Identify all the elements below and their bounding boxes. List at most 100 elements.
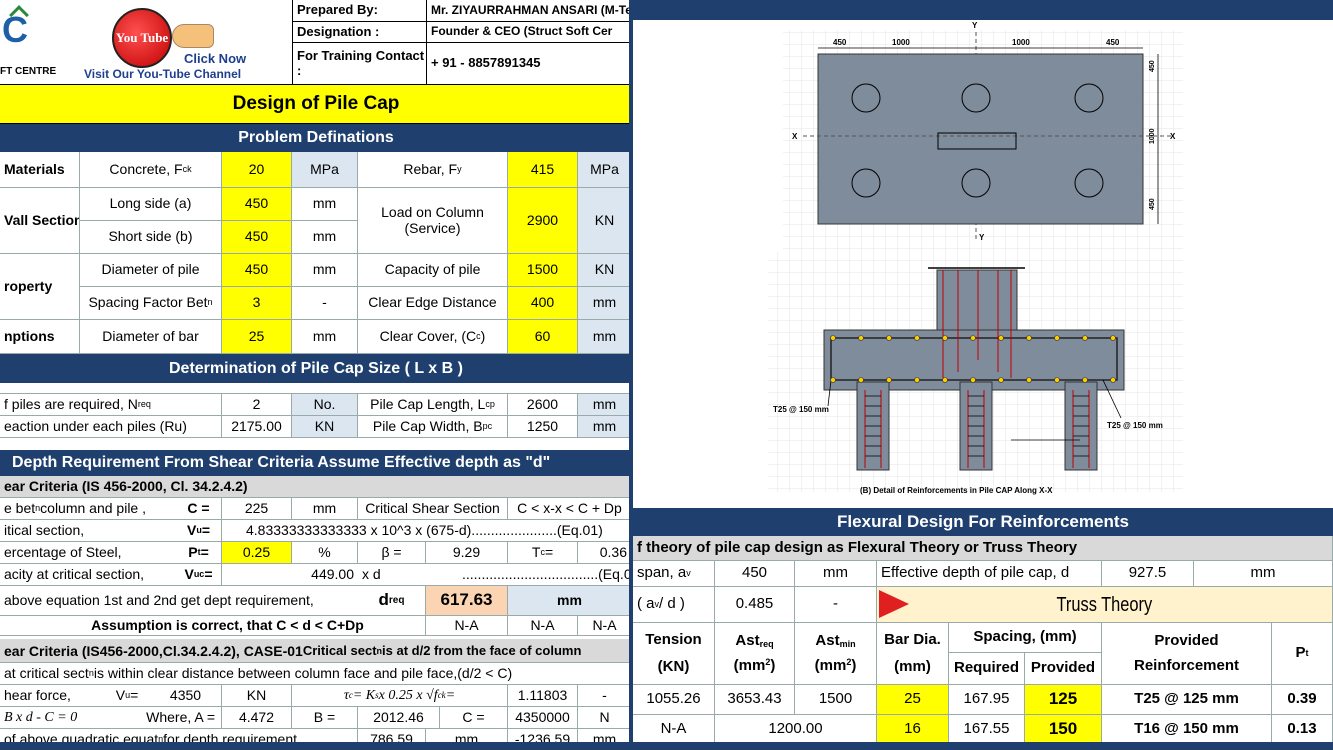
s1r4-sym-text: V: [184, 565, 194, 582]
s2r3-c-label: C =: [440, 707, 508, 729]
group-materials: Materials: [0, 152, 80, 188]
hdr-tension-text: Tension: [645, 631, 702, 648]
s1r1-unit: mm: [292, 498, 358, 520]
bar-dia-value[interactable]: 25: [222, 320, 292, 354]
length-unit: mm: [578, 394, 632, 416]
problem-table: Materials Vall Section roperty nptions C…: [0, 152, 632, 354]
flexural-title: Flexural Design For Reinforcements: [633, 508, 1333, 536]
theory-text: Truss Theory: [1056, 593, 1153, 616]
dim-top-3: 1000: [1012, 38, 1030, 47]
dim-top-4: 450: [1106, 38, 1120, 47]
r1-bar[interactable]: 25: [877, 685, 949, 715]
shear2-title-text3: is at d/2 from the face of column: [382, 643, 582, 658]
short-side-label: Short side (b): [80, 221, 222, 254]
cover-value[interactable]: 60: [508, 320, 578, 354]
hdr-provided: Provided: [1025, 653, 1102, 685]
hdr-ast-req-sup: 2: [765, 656, 771, 667]
piles-unit: No.: [292, 394, 358, 416]
concrete-value[interactable]: 20: [222, 152, 292, 188]
span-label-text: span, a: [637, 564, 687, 582]
s1r2-eq: =: [201, 521, 211, 538]
pile-5: [961, 168, 991, 198]
logo-text: FT CENTRE: [0, 66, 57, 77]
youtube-button[interactable]: You Tube: [112, 8, 172, 68]
load-value[interactable]: 2900: [508, 188, 578, 254]
spacing-sup: n: [207, 297, 213, 308]
plan-cap: [817, 53, 1144, 225]
ratio-unit: -: [795, 587, 877, 623]
plan-view: Y Y 450 1000 1000 450 X X 450 1000 450: [792, 21, 1176, 242]
s2r1: at critical sect n is within clear distan…: [0, 663, 632, 685]
concrete-sub: ck: [182, 163, 192, 174]
r2-ast: 1200.00: [715, 715, 877, 745]
hdr-reinf-text: Provided: [1154, 632, 1219, 649]
spacing-unit: -: [292, 287, 358, 320]
edge-value[interactable]: 400: [508, 287, 578, 320]
span-unit: mm: [795, 561, 877, 587]
leader-right: [1102, 379, 1122, 419]
hdr-ast-min-unit: (mm2): [814, 656, 857, 674]
shear2-title-text2: Critical sect: [302, 643, 377, 658]
s1r4-eq: =: [204, 565, 213, 582]
s1r3-sym-text: P: [188, 543, 198, 560]
rebar-dot: [970, 335, 976, 341]
s2r2-expr3: x 0.25 x √f: [378, 687, 438, 703]
flex-row-2: N-A 1200.00 16 167.55 150 T16 @ 150 mm 0…: [633, 715, 1333, 745]
rebar-dot: [1054, 335, 1060, 341]
s2r3-c: 4350000: [508, 707, 578, 729]
hdr-ast-req-label: Astreq: [735, 632, 774, 650]
r1-ast-req: 3653.43: [715, 685, 795, 715]
group-assumptions: nptions: [0, 320, 80, 354]
spacing-value[interactable]: 3: [222, 287, 292, 320]
s1r2-sym-text: V: [186, 521, 197, 538]
capacity-value[interactable]: 1500: [508, 254, 578, 287]
training-label: For Training Contact :: [293, 43, 427, 84]
s2r2-value: 4350: [150, 685, 222, 707]
short-side-value[interactable]: 450: [222, 221, 292, 254]
play-arrow-icon: [879, 590, 909, 618]
y-bottom-label: Y: [979, 233, 985, 242]
s1r3-unit: %: [292, 542, 358, 564]
cover-label-text: Clear Cover, (C: [379, 327, 477, 344]
right-pane: Y Y 450 1000 1000 450 X X 450 1000 450 T…: [633, 0, 1333, 750]
hdr-ast-min-sup: 2: [846, 656, 852, 667]
s2r2-expr1-sub: c: [348, 689, 353, 700]
group-property: roperty: [0, 254, 80, 320]
s2r2-expr1: τ: [343, 687, 349, 703]
r2-bar[interactable]: 16: [877, 715, 949, 745]
r1-pt: 0.39: [1272, 685, 1333, 715]
column-outline: [937, 132, 1017, 150]
hdr-ast-req-unit-text: (mm: [733, 656, 766, 674]
s1r1-cond: C < x-x < C + Dp: [508, 498, 632, 520]
r1-reinf: T25 @ 125 mm: [1102, 685, 1272, 715]
problem-title: Problem Definations: [0, 124, 632, 152]
hdr-ast-req-unit: (mm2): [733, 656, 776, 674]
rebar-dot: [1054, 377, 1060, 383]
visit-channel-link[interactable]: Visit Our You-Tube Channel: [84, 67, 242, 81]
long-side-value[interactable]: 450: [222, 188, 292, 221]
click-now-link[interactable]: Click Now: [184, 51, 247, 66]
rebar-value[interactable]: 415: [508, 152, 578, 188]
span-value: 450: [715, 561, 795, 587]
s2r1-text2: is within clear distance between column …: [93, 664, 513, 681]
s1r3-value[interactable]: 0.25: [222, 542, 292, 564]
s2r2-expr2: = K: [352, 687, 376, 703]
s2r2-sym-text: V: [115, 686, 126, 703]
hdr-bar: Bar Dia. (mm): [877, 623, 949, 685]
s1r3-tc-sub: c: [540, 546, 545, 557]
s1r1-sup: n: [35, 502, 41, 513]
pile-dia-value[interactable]: 450: [222, 254, 292, 287]
pane-divider[interactable]: [629, 0, 633, 750]
reaction-label: eaction under each piles (Ru): [0, 416, 222, 438]
s1r3-tc-text: T: [531, 543, 541, 560]
ratio-label: ( a v / d ): [633, 587, 715, 623]
rebar-dot: [1082, 335, 1088, 341]
r2-prov[interactable]: 150: [1025, 715, 1102, 745]
rebar-dot: [1026, 335, 1032, 341]
hdr-ast-req-sub: req: [759, 638, 774, 649]
s2r1-sup: n: [88, 667, 94, 678]
r1-prov[interactable]: 125: [1025, 685, 1102, 715]
shear2-title-sup: n: [376, 645, 383, 656]
